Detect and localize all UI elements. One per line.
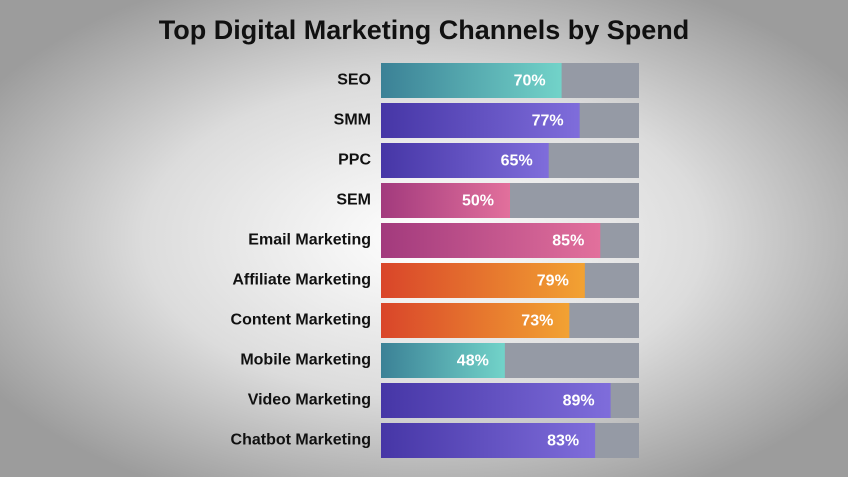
category-label: SEO (337, 72, 371, 89)
value-label: 83% (547, 433, 579, 450)
value-label: 85% (552, 233, 584, 250)
value-label: 65% (501, 153, 533, 170)
value-label: 73% (521, 313, 553, 330)
bar (381, 303, 570, 338)
bar (381, 343, 505, 378)
bar (381, 63, 562, 98)
value-label: 77% (532, 113, 564, 130)
category-label: Content Marketing (231, 312, 371, 329)
bar (381, 223, 601, 258)
category-label: Affiliate Marketing (232, 272, 371, 289)
category-label: SEM (336, 192, 371, 209)
category-label: Mobile Marketing (240, 352, 371, 369)
value-label: 48% (457, 353, 489, 370)
value-label: 79% (537, 273, 569, 290)
bar (381, 263, 585, 298)
bar (381, 423, 596, 458)
bar (381, 383, 611, 418)
category-label: SMM (334, 112, 371, 129)
value-label: 70% (514, 73, 546, 90)
category-label: Email Marketing (248, 232, 371, 249)
bar (381, 103, 580, 138)
value-label: 89% (563, 393, 595, 410)
bar (381, 183, 510, 218)
category-label: PPC (338, 152, 371, 169)
category-label: Chatbot Marketing (231, 432, 371, 449)
value-label: 50% (462, 193, 494, 210)
bar (381, 143, 549, 178)
chart-title: Top Digital Marketing Channels by Spend (159, 15, 690, 45)
category-label: Video Marketing (248, 392, 371, 409)
